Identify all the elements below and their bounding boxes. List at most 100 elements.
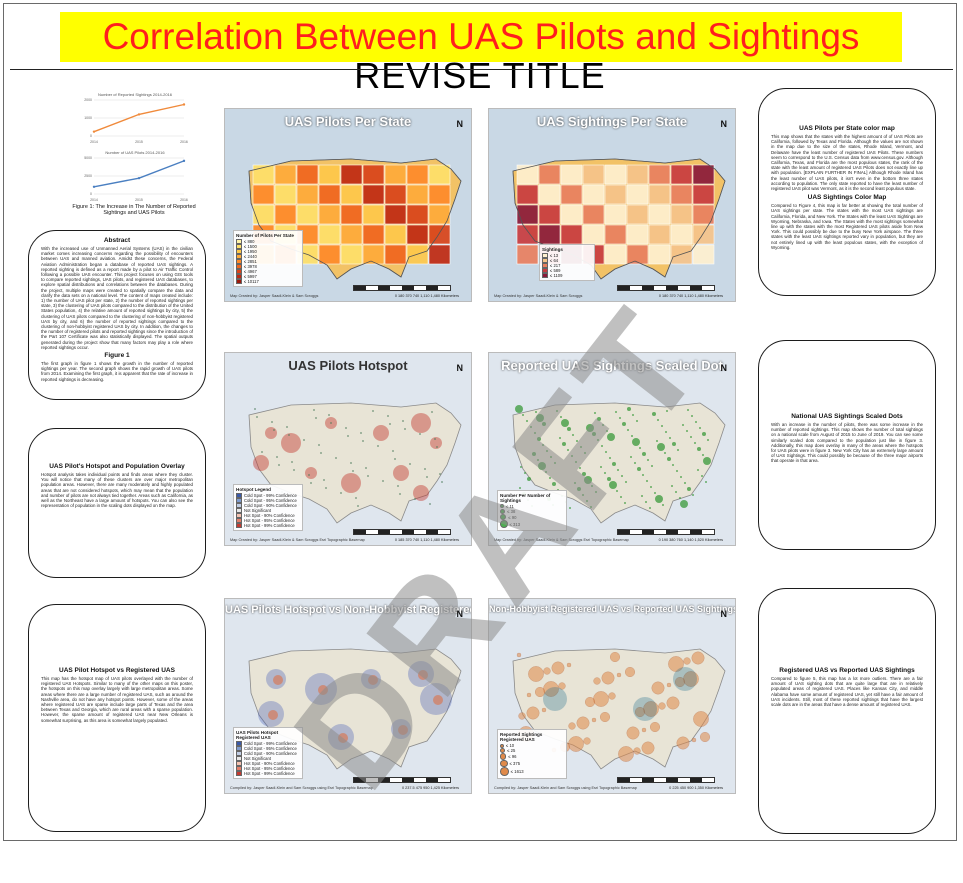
- legend-swatch: [236, 523, 242, 528]
- legend-item: Cold Spot - 90% Confidence: [236, 503, 300, 508]
- state-shape: [296, 184, 319, 205]
- scale-bar: [353, 529, 451, 535]
- header-divider: [10, 69, 953, 70]
- legend-swatch: [236, 254, 242, 259]
- hotspot-mark: [430, 437, 442, 449]
- map-legend: Number Per Number of Sightings ≤ 11 ≤ 38 ≤…: [497, 489, 567, 531]
- legend-item: Cold Spot - 95% Confidence: [236, 746, 300, 751]
- legend-swatch: [500, 753, 507, 760]
- legend-items: ≤ 880 ≤ 1500 ≤ 1950 ≤ 2440 ≤ 2851 ≤ 3978 ≤ 496…: [236, 239, 300, 284]
- state-shape: [648, 204, 671, 225]
- state-shape: [340, 244, 363, 265]
- population-dot: [271, 421, 273, 423]
- sighting-dot: [625, 481, 627, 483]
- state-shape: [626, 184, 649, 205]
- sighting-dot: [577, 487, 581, 491]
- population-dot: [340, 492, 342, 494]
- legend-label: Not Significant: [244, 508, 271, 513]
- sighting-dot: [591, 717, 597, 723]
- state-shape: [384, 184, 407, 205]
- sighting-dot: [637, 467, 641, 471]
- state-shape: [428, 244, 451, 265]
- state-shape: [252, 204, 275, 225]
- legend-swatch: [236, 518, 242, 523]
- title-highlight: [60, 12, 902, 62]
- legend-item: ≤ 313: [500, 520, 564, 528]
- sighting-dot: [701, 475, 703, 477]
- sighting-dot: [528, 666, 544, 682]
- sighting-dot: [609, 457, 611, 459]
- sighting-dot: [526, 706, 540, 720]
- population-dot: [293, 469, 295, 471]
- population-dot: [325, 487, 327, 489]
- data-point: [92, 130, 96, 133]
- sighting-dot: [542, 444, 544, 446]
- map-pilots-hotspot-vs-registered: UAS Pilots Hotspot vs Non-Hobbyist Regis…: [224, 598, 472, 794]
- y-tick-label: 0: [90, 134, 92, 138]
- legend-item: ≤ 1950: [236, 249, 300, 254]
- sighting-dot: [662, 504, 664, 506]
- state-shape: [384, 164, 407, 185]
- legend-label: ≤ 2440: [244, 254, 257, 259]
- sighting-dot: [691, 415, 693, 417]
- state-shape: [274, 204, 297, 225]
- legend-title: Number Per Number of Sightings: [500, 492, 551, 503]
- map-title: UAS Pilots Hotspot vs Non-Hobbyist Regis…: [225, 604, 472, 616]
- state-shape: [538, 224, 561, 245]
- legend-swatch: [500, 514, 507, 521]
- hotspot-mark: [268, 710, 278, 720]
- legend-label: ≤ 11: [506, 503, 514, 509]
- sighting-dot: [645, 501, 647, 503]
- sighting-dot: [526, 420, 528, 422]
- hotspot-mark: [373, 425, 389, 441]
- legend-item: ≤ 25: [500, 748, 564, 754]
- state-shape: [318, 244, 341, 265]
- legend-swatch: [236, 513, 242, 518]
- sighting-dot: [546, 450, 548, 452]
- legend-item: ≤ 2851: [236, 259, 300, 264]
- sighting-dot: [568, 722, 576, 730]
- poster-subtitle: REVISE TITLE: [354, 55, 606, 96]
- state-shape: [340, 204, 363, 225]
- scale-text: 0 190 380 760 1,140 1,520 Kilometers: [658, 538, 723, 542]
- population-dot: [345, 427, 347, 429]
- pilots-line-chart: Number of UAS Pilots 2014-2016 0 2500 5000 2…: [84, 150, 188, 202]
- legend-label: ≤ 589: [550, 268, 561, 273]
- figure1-heading: Figure 1: [104, 352, 130, 360]
- population-dot: [419, 433, 421, 435]
- sighting-dot: [572, 434, 574, 436]
- legend-item: ≤ 1109: [542, 273, 592, 278]
- legend-item: Hot Spot - 90% Confidence: [236, 513, 300, 518]
- poster-title: Correlation Between UAS Pilots and Sight…: [102, 16, 860, 57]
- sighting-dot: [669, 437, 671, 439]
- population-dot: [431, 411, 433, 413]
- y-tick-label: 5000: [84, 156, 92, 160]
- sighting-dot: [631, 435, 633, 437]
- abstract-panel: Abstract With the increased use of Unman…: [28, 230, 206, 400]
- state-shape: [692, 164, 715, 185]
- sighting-dot: [537, 437, 541, 441]
- scale-bar: [617, 285, 715, 291]
- sighting-dot: [575, 461, 577, 463]
- sighting-dot: [556, 410, 558, 412]
- sighting-dot: [561, 419, 569, 427]
- legend-item: ≤ 11: [500, 504, 564, 509]
- legend-item: ≤ 1613: [500, 767, 564, 776]
- population-dot: [278, 464, 280, 466]
- state-shape: [626, 164, 649, 185]
- legend-items: ≤ 11 ≤ 38 ≤ 90 ≤ 313: [500, 504, 564, 528]
- state-shape: [560, 204, 583, 225]
- population-dot: [399, 493, 401, 495]
- sighting-dot: [592, 432, 596, 436]
- sighting-dot: [650, 486, 652, 488]
- legend-item: Hot Spot - 95% Confidence: [236, 518, 300, 523]
- sighting-dot: [541, 707, 547, 713]
- sighting-dot: [607, 433, 615, 441]
- sighting-dot: [666, 410, 668, 412]
- map-legend: Number of Pilots Per State ≤ 880 ≤ 1500 ≤ …: [233, 230, 303, 287]
- sighting-dot: [612, 462, 616, 466]
- hotspot-mark: [253, 455, 269, 471]
- sighting-dot: [579, 467, 581, 469]
- registered-uas-mark: [543, 687, 567, 711]
- legend-label: ≤ 217: [550, 263, 561, 268]
